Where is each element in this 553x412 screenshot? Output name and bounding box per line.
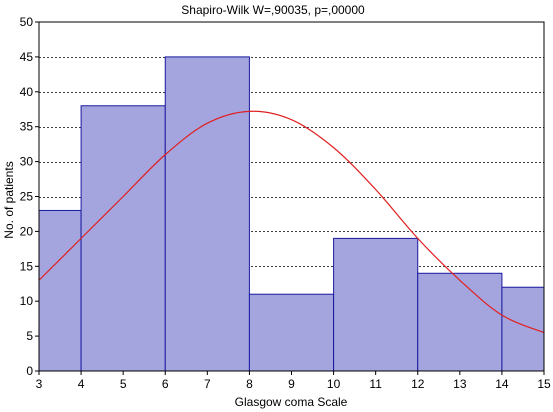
x-tick-label: 9	[288, 377, 295, 391]
x-tick-label: 5	[120, 377, 127, 391]
y-tick-label: 15	[20, 259, 34, 273]
histogram-bar	[333, 237, 419, 372]
x-tick-label: 6	[162, 377, 169, 391]
x-tick-label: 10	[327, 377, 341, 391]
x-tick-label: 12	[411, 377, 425, 391]
histogram-bar	[501, 286, 545, 372]
y-tick-label: 0	[26, 364, 33, 378]
x-tick-label: 15	[537, 377, 551, 391]
normal-fit-curve	[38, 110, 545, 334]
y-axis-title: No. of patients	[2, 161, 16, 238]
histogram-bar	[164, 56, 250, 372]
y-tick-label: 20	[20, 224, 34, 238]
x-tick-label: 4	[78, 377, 85, 391]
histogram-bar	[38, 209, 82, 372]
y-tick-label: 40	[20, 85, 34, 99]
x-tick-label: 14	[495, 377, 509, 391]
x-axis-title: Glasgow coma Scale	[235, 395, 348, 409]
y-tick-label: 50	[20, 15, 34, 29]
bar-layer	[38, 56, 545, 372]
x-tick-label: 7	[204, 377, 211, 391]
x-tick-label: 8	[246, 377, 253, 391]
curve-layer	[38, 110, 545, 334]
x-tick-label: 3	[36, 377, 43, 391]
y-tick-label: 35	[20, 120, 34, 134]
chart-title: Shapiro-Wilk W=,90035, p=,00000	[181, 3, 365, 17]
histogram-bar	[80, 105, 166, 372]
y-tick-label: 5	[26, 329, 33, 343]
y-tick-label: 10	[20, 294, 34, 308]
histogram-bar	[417, 272, 503, 372]
x-tick-label: 13	[453, 377, 467, 391]
y-tick-label: 30	[20, 155, 34, 169]
x-tick-label: 11	[369, 377, 382, 391]
histogram-bar	[248, 293, 335, 372]
y-tick-label: 45	[20, 50, 34, 64]
y-tick-label: 25	[20, 190, 34, 204]
